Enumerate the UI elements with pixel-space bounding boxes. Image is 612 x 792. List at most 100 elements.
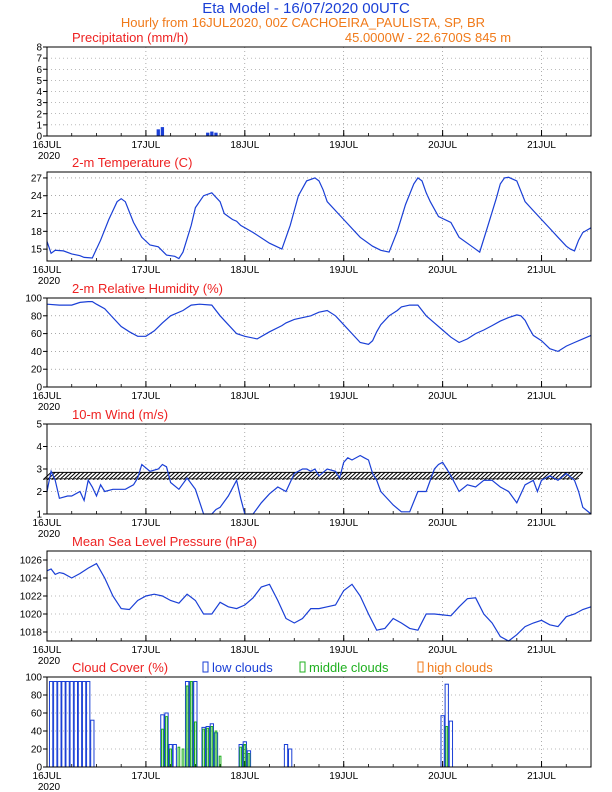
x-tick-year: 2020: [38, 656, 61, 667]
wind-barb: [455, 472, 464, 480]
wind-barb: [306, 472, 316, 480]
wind-barb: [67, 472, 77, 480]
wind-barb: [537, 472, 547, 480]
wind-barb-tip: [84, 478, 89, 480]
middle-cloud-bar: [206, 727, 210, 768]
wind-barb-tip: [447, 478, 452, 480]
wind-barb: [521, 472, 530, 480]
x-tick-label: 17JUL: [131, 645, 160, 656]
wind-barb: [129, 472, 139, 480]
y-tick-label: 21: [31, 209, 43, 220]
wind-barb-tip: [63, 478, 69, 480]
x-tick-label: 16JUL: [33, 771, 62, 782]
wind-barb-tip: [537, 478, 542, 480]
wind-barb: [574, 472, 584, 480]
x-tick-label: 19JUL: [329, 645, 358, 656]
x-tick-label: 18JUL: [230, 645, 259, 656]
wind-line: [46, 454, 592, 515]
x-tick-label: 18JUL: [230, 265, 259, 276]
wind-barb: [125, 472, 134, 480]
panel-title: 2-m Relative Humidity (%): [72, 281, 223, 296]
location-line: Hourly from 16JUL2020, 00Z CACHOEIRA_PAU…: [121, 15, 485, 30]
wind-barb: [150, 472, 159, 480]
y-tick-label: 20: [31, 365, 43, 376]
x-tick-year: 2020: [38, 151, 61, 162]
wind-barb: [364, 472, 373, 480]
x-tick-label: 20JUL: [428, 771, 457, 782]
plot-frame: [46, 297, 592, 388]
wind-barb-tip: [368, 478, 373, 480]
y-tick-label: 60: [31, 329, 43, 340]
wind-barb-tip: [113, 478, 118, 480]
wind-barb-tip: [175, 478, 180, 480]
wind-barb: [508, 472, 518, 480]
wind-barb-tip: [245, 478, 250, 480]
low-cloud-bar: [86, 681, 91, 768]
wind-barb: [549, 472, 559, 480]
wind-barb-tip: [323, 478, 328, 480]
wind-barb-tip: [410, 478, 415, 480]
precip-bar: [210, 131, 214, 136]
wind-barb: [401, 472, 411, 480]
y-tick-label: 1022: [20, 592, 43, 603]
x-tick-label: 17JUL: [131, 265, 160, 276]
panel-temp: 2-m Temperature (C) 15 18 21 24 27 16JUL2020 17…: [31, 155, 592, 287]
wind-barb-tip: [434, 478, 439, 480]
y-tick-label: 4: [36, 442, 42, 453]
wind-barb: [55, 472, 64, 480]
middle-cloud-bar: [177, 746, 181, 768]
x-tick-label: 17JUL: [131, 391, 160, 402]
wind-barb-tip: [212, 478, 217, 480]
y-tick-label: 20: [31, 745, 43, 756]
wind-barb-tip: [208, 478, 213, 480]
wind-barb-tip: [282, 478, 287, 480]
wind-barb-tip: [467, 478, 472, 480]
plot-frame: [46, 676, 592, 768]
wind-barb: [492, 472, 501, 480]
x-tick-label: 16JUL: [33, 265, 62, 276]
x-tick-label: 18JUL: [230, 391, 259, 402]
wind-barb: [516, 472, 526, 480]
wind-barb-tip: [327, 478, 332, 480]
x-tick-label: 20JUL: [428, 391, 457, 402]
wind-barb-tip: [154, 478, 159, 480]
y-tick-label: 3: [36, 465, 42, 476]
wind-barb-tip: [360, 478, 365, 480]
wind-barb-tip: [517, 478, 522, 480]
y-tick-label: 18: [31, 227, 43, 238]
wind-barb: [269, 472, 279, 480]
wind-barb-tip: [438, 478, 444, 480]
wind-barb: [459, 472, 468, 480]
wind-barb-tip: [67, 478, 73, 480]
wind-barb-tip: [121, 478, 126, 480]
wind-barb-tip: [150, 478, 155, 480]
wind-barb: [496, 472, 505, 480]
x-tick-label: 19JUL: [329, 771, 358, 782]
y-tick-label: 40: [31, 727, 43, 738]
wind-barb-tip: [109, 478, 114, 480]
x-tick-label: 21JUL: [527, 518, 556, 529]
wind-barb: [195, 472, 204, 480]
wind-barb: [265, 472, 275, 480]
wind-barb-tip: [265, 478, 270, 480]
x-tick-label: 17JUL: [131, 140, 160, 151]
wind-barb: [257, 472, 266, 480]
wind-barb-tip: [125, 478, 130, 480]
wind-barb: [162, 472, 171, 480]
coordinates-line: 45.0000W - 22.6700S 845 m: [345, 30, 511, 45]
wind-barb-tip: [319, 478, 324, 480]
middle-cloud-bar: [247, 753, 251, 768]
wind-barb-tip: [55, 478, 60, 480]
wind-barb: [59, 472, 68, 480]
wind-barb: [207, 472, 217, 480]
wind-barb-tip: [315, 478, 320, 480]
y-tick-label: 100: [25, 294, 42, 305]
wind-barb: [104, 472, 114, 480]
wind-barb: [158, 472, 167, 480]
y-tick-label: 3: [36, 98, 42, 109]
wind-barb-tip: [459, 478, 464, 480]
x-tick-label: 18JUL: [230, 140, 259, 151]
x-tick-label: 21JUL: [527, 391, 556, 402]
wind-barb: [529, 472, 538, 480]
wind-barb: [100, 472, 110, 480]
